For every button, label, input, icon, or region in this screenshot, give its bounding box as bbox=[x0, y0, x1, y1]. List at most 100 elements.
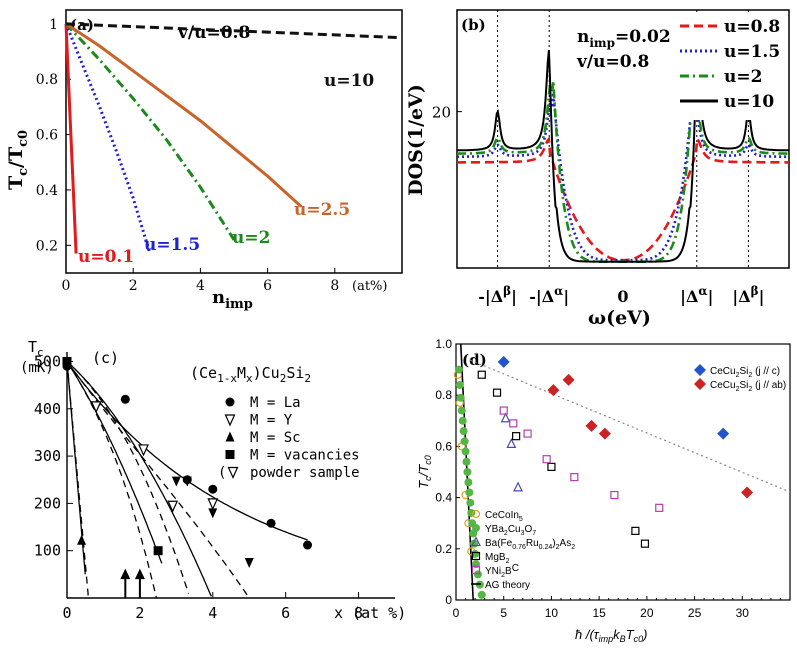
panel-a-series-label-u0.1: u=0.1 bbox=[78, 247, 134, 267]
panel-a-frame bbox=[65, 9, 403, 274]
panel-a-ytick-label: 0.6 bbox=[36, 128, 58, 144]
panel-d-legend-text: YNi bbox=[485, 566, 501, 577]
panel-c-data-point bbox=[182, 476, 192, 487]
panel-d-legend-text: (j // ab) bbox=[752, 380, 786, 391]
panel-d-legend-text: Si bbox=[739, 366, 748, 377]
panel-d-data-point bbox=[717, 427, 730, 440]
panel-c-xtick-label: 4 bbox=[208, 604, 217, 622]
panel-d-legend-label: CeCu2Si2 (j // ab) bbox=[710, 380, 786, 393]
panel-a-series-line bbox=[64, 23, 78, 254]
panel-d-legend-text: 2 bbox=[556, 544, 560, 551]
panel-d-legend-text: 5 bbox=[519, 516, 523, 523]
panel-a-xtick-label: 6 bbox=[263, 278, 272, 294]
panel-d-legend-text: Si bbox=[739, 380, 748, 391]
panel-d-legend-marker bbox=[472, 524, 480, 532]
panel-d-legend-text: 2 bbox=[506, 558, 510, 565]
panel-c-xtick-label: 0 bbox=[62, 604, 71, 622]
panel-d-data-point bbox=[459, 427, 468, 436]
panel-d-data-point bbox=[570, 473, 579, 482]
panel-c-data-point bbox=[303, 540, 313, 550]
panel-c: 0 2 4 6 8 100 200 300 400 500 (c) (Ce1-xMx)Cu2Si2… bbox=[20, 338, 406, 622]
panel-d-legend-label: CeCoIn5 bbox=[485, 510, 523, 523]
panel-d-legend-text: 2 bbox=[748, 372, 752, 379]
panel-b-xtick-text: |Δ bbox=[680, 287, 698, 306]
panel-d-legend-text: O bbox=[525, 524, 533, 535]
panel-b-xtick-label: 0 bbox=[617, 287, 628, 306]
panel-d-data-point bbox=[465, 488, 474, 497]
panel-a-xtick-label: 2 bbox=[129, 278, 138, 294]
panel-d-legend-marker bbox=[471, 565, 481, 575]
panel-d-xtick-label: 10 bbox=[545, 606, 559, 620]
panel-b-xtick-sup: α bbox=[698, 284, 707, 298]
panel-d-data-point bbox=[640, 539, 650, 548]
panel-d-data-point bbox=[456, 393, 465, 402]
panel-d-xtick-label: 20 bbox=[640, 606, 654, 620]
panel-d-data-point bbox=[500, 412, 511, 423]
panel-d-legend-marker bbox=[694, 364, 706, 376]
panel-b-label: (b) bbox=[461, 16, 486, 34]
panel-c-data-point bbox=[171, 476, 181, 487]
panel-b-legend-label: u=1.5 bbox=[724, 42, 780, 62]
panel-c-legend-marker bbox=[225, 397, 235, 407]
panel-a-series-line bbox=[64, 23, 152, 255]
panel-c-arrow-head bbox=[120, 568, 131, 580]
panel-d-data-point bbox=[477, 590, 486, 599]
panel-d-ytick-label: 0.8 bbox=[435, 388, 452, 402]
panel-a-header: v/u=0.8 bbox=[177, 23, 250, 43]
panel-c-data-point bbox=[266, 518, 276, 528]
panel-c-xlabel: x (at %) bbox=[334, 604, 406, 622]
panel-d-legend-text: 2 bbox=[736, 372, 740, 379]
panel-b-xtick-text: 0 bbox=[617, 287, 628, 306]
panel-d-data-point bbox=[457, 406, 466, 415]
panel-a-series-label-u1.5: u=1.5 bbox=[144, 235, 200, 255]
panel-c-fit-curve bbox=[66, 361, 212, 597]
panel-d-legend-label: MgB2 bbox=[485, 552, 510, 565]
panel-d-legend-label: CeCu2Si2 (j // c) bbox=[710, 366, 780, 379]
panel-d-legend-text: ) bbox=[552, 538, 555, 549]
panel-c-xtick-label: 2 bbox=[135, 604, 144, 622]
panel-a-ytick-label: 1 bbox=[49, 17, 58, 33]
panel-c-legend-paren: ( bbox=[218, 465, 226, 481]
panel-d-legend-text: CeCu bbox=[710, 380, 736, 391]
panel-c-legend-label: M = La bbox=[250, 395, 301, 411]
panel-d-legend-text: 0.76 bbox=[512, 544, 526, 551]
panel-d-data-point bbox=[610, 490, 619, 500]
panel-a-ytick-label: 0.2 bbox=[36, 238, 58, 254]
panel-c-data-point bbox=[90, 401, 102, 414]
panel-d-legend-text: YBa bbox=[485, 524, 504, 535]
panel-b-legend-label: u=2 bbox=[724, 67, 762, 87]
panel-c-legend-label: M = vacancies bbox=[250, 448, 360, 464]
panel-d-ylabel: Tc/Tc0 bbox=[416, 455, 433, 489]
panel-d-legend-text: Ru bbox=[526, 538, 539, 549]
panel-a-series-label-u2: u=2 bbox=[232, 228, 270, 248]
panel-d-xtick-label: 30 bbox=[736, 606, 750, 620]
panel-b-xtick-label: |Δβ| bbox=[732, 284, 764, 306]
panel-d-data-point bbox=[492, 388, 502, 397]
panel-c-title: (Ce1-xMx)Cu2Si2 bbox=[190, 364, 311, 385]
panel-c-data-point bbox=[208, 508, 218, 519]
panel-a-x-unit: (at%) bbox=[352, 279, 387, 294]
panel-d-legend-text: 3 bbox=[521, 530, 525, 537]
panel-d-legend-label: YNi2BC bbox=[485, 563, 519, 579]
panel-d-legend-text: 2 bbox=[501, 572, 505, 579]
panel-d-legend-label: Ba(Fe0.76Ru0.24)2As2 bbox=[485, 538, 575, 551]
panel-d-ytick-label: 0.4 bbox=[435, 491, 452, 505]
panel-d-legend-text: (j // c) bbox=[752, 366, 780, 377]
panel-b-annotation-vu: v/u=0.8 bbox=[576, 52, 649, 72]
panel-a-series-line bbox=[65, 22, 403, 40]
panel-a-xtick-label: 4 bbox=[196, 278, 205, 294]
panel-d-data-point bbox=[473, 570, 482, 579]
panel-d-legend-text: C bbox=[512, 563, 519, 574]
panel-c-data-point bbox=[138, 444, 149, 457]
panel-c-ytick-label: 400 bbox=[34, 400, 61, 418]
panel-a-series-label-u2.5: u=2.5 bbox=[294, 200, 350, 220]
panel-d-data-point bbox=[655, 503, 664, 512]
panel-d-legend-text: As bbox=[560, 538, 572, 549]
panel-d-data-point bbox=[513, 481, 523, 492]
panel-c-ytick-label: 100 bbox=[34, 542, 61, 560]
panel-c-ytick-label: 300 bbox=[34, 447, 61, 465]
panel-a-xtick-label: 8 bbox=[330, 278, 339, 294]
panel-c-data-point bbox=[208, 484, 218, 494]
panel-b-frame bbox=[456, 9, 790, 269]
